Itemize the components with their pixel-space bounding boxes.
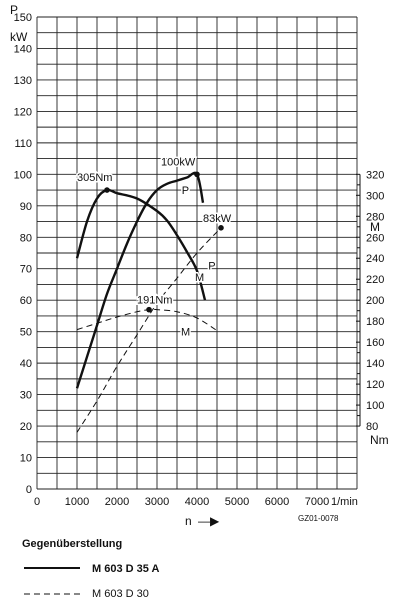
bottom-tick-label: 6000 (265, 496, 289, 508)
left-tick-label: 10 (20, 453, 32, 465)
bottom-tick-label: 7000 (305, 496, 329, 508)
bottom-tick-label: 5000 (225, 496, 249, 508)
bottom-tick-label: 3000 (145, 496, 169, 508)
annotation-label: 191Nm (137, 295, 172, 307)
series-line-1 (75, 188, 207, 301)
peak-marker (218, 225, 224, 231)
left-axis-unit: kW (10, 30, 28, 44)
grid (36, 16, 358, 490)
bottom-axis-unit: 1/min (331, 496, 358, 508)
left-tick-label: 30 (20, 390, 32, 402)
bottom-axis-ticks: 0 1000 2000 3000 4000 5000 6000 7000 (34, 496, 329, 508)
left-axis-ticks: 0 10 20 30 40 50 60 70 80 90 100 110 120 130 140 150 (14, 12, 32, 496)
legend-title: Gegenüberstellung (22, 538, 122, 550)
figure-code: GZ01-0078 (298, 514, 339, 523)
peak-marker (194, 171, 200, 178)
left-tick-label: 130 (14, 75, 32, 87)
series-line-0 (75, 171, 205, 389)
bottom-axis-label: n (185, 514, 192, 528)
left-tick-label: 60 (20, 295, 32, 307)
peak-markers (104, 171, 224, 313)
left-tick-label: 20 (20, 421, 32, 433)
right-tick-label: 260 (366, 232, 384, 244)
left-tick-label: 0 (26, 484, 32, 496)
right-tick-label: 300 (366, 190, 384, 202)
right-tick-label: 180 (366, 316, 384, 328)
right-tick-label: 240 (366, 253, 384, 265)
curve-label: P (208, 261, 215, 273)
bottom-tick-label: 4000 (185, 496, 209, 508)
annotation-label: 305Nm (77, 172, 112, 184)
legend-item-solid: M 603 D 35 A (92, 563, 160, 575)
right-tick-label: 320 (366, 169, 384, 181)
right-tick-label: 200 (366, 295, 384, 307)
series-line-2 (76, 227, 222, 433)
left-tick-label: 100 (14, 169, 32, 181)
left-tick-label: 70 (20, 264, 32, 276)
bottom-axis-arrow: —▶ (198, 514, 220, 528)
left-tick-label: 50 (20, 327, 32, 339)
left-tick-label: 40 (20, 358, 32, 370)
right-tick-label: 220 (366, 274, 384, 286)
right-axis-ticks: 80 100 120 140 160 180 200 220 240 260 280 300 320 (356, 169, 384, 433)
left-tick-label: 80 (20, 232, 32, 244)
left-tick-label: 90 (20, 201, 32, 213)
legend: Gegenüberstellung M 603 D 35 A M 603 D 3… (22, 538, 160, 600)
right-tick-label: 120 (366, 379, 384, 391)
right-tick-label: 160 (366, 337, 384, 349)
right-tick-label: 280 (366, 211, 384, 223)
left-tick-label: 110 (14, 138, 32, 150)
right-axis-label: M (370, 220, 380, 234)
right-axis-unit: Nm (370, 433, 389, 447)
left-axis-label: P (10, 3, 18, 17)
right-tick-label: 80 (366, 421, 378, 433)
bottom-tick-label: 2000 (105, 496, 129, 508)
curve-label: M (181, 327, 190, 339)
curve-label: P (182, 185, 189, 197)
left-tick-label: 150 (14, 12, 32, 24)
legend-item-dashed: M 603 D 30 (92, 588, 149, 600)
right-tick-label: 100 (366, 400, 384, 412)
peak-marker (146, 306, 152, 313)
right-tick-label: 140 (366, 358, 384, 370)
annotation-label: 83kW (203, 213, 232, 225)
left-tick-label: 120 (14, 106, 32, 118)
curve-label: M (195, 272, 204, 284)
peak-marker (104, 187, 110, 193)
bottom-tick-label: 1000 (65, 496, 89, 508)
annotation-label: 100kW (161, 156, 196, 168)
annotations: 100kW 305Nm 83kW 191Nm (76, 155, 234, 308)
bottom-tick-label: 0 (34, 496, 40, 508)
left-tick-label: 140 (14, 43, 32, 55)
